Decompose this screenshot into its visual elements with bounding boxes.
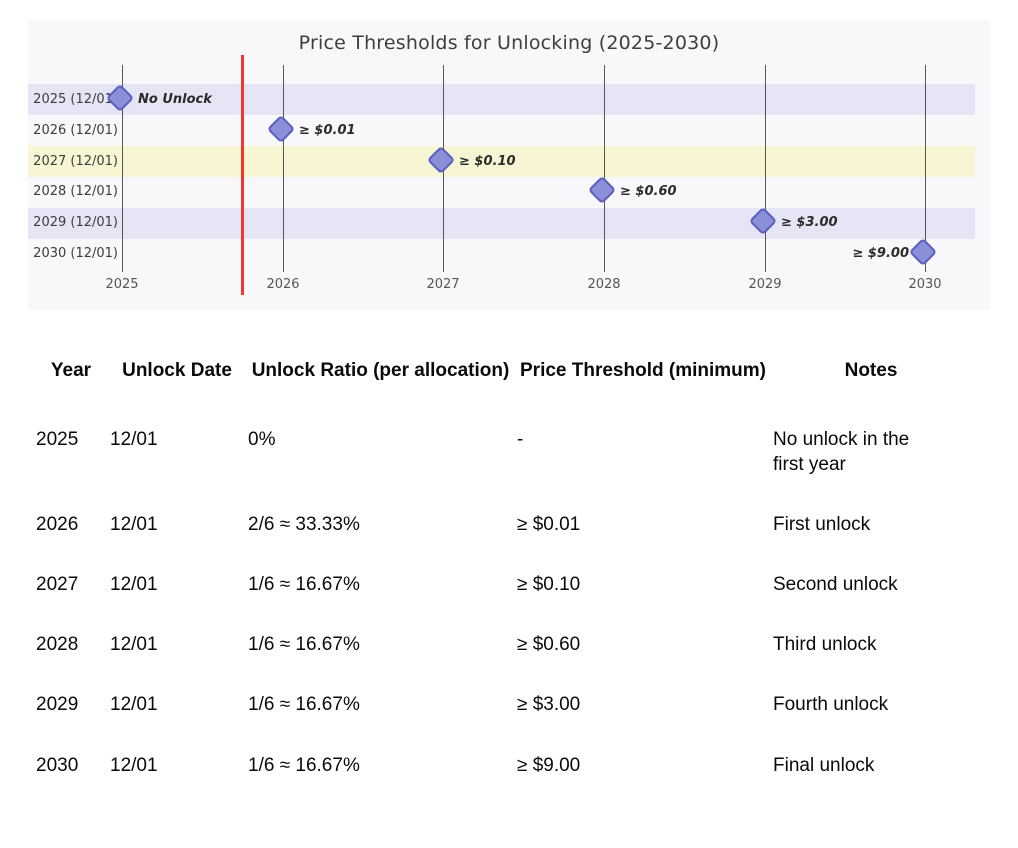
- cell-ratio: 1/6 ≈ 16.67%: [248, 754, 360, 776]
- annotation-2027: ≥ $0.10: [459, 154, 516, 169]
- annotation-2026: ≥ $0.01: [299, 123, 356, 138]
- notes-text: Third unlock: [773, 634, 877, 656]
- header-unlock-ratio: Unlock Ratio (per allocation): [251, 360, 510, 381]
- y-axis-label-2030: 2030 (12/01): [33, 246, 118, 261]
- x-tick-2027: 2027: [426, 277, 460, 292]
- table-header-row: Year Unlock Date Unlock Ratio (per alloc…: [36, 358, 973, 427]
- notes-text: No unlock in the first year: [773, 429, 910, 476]
- cell-threshold: ≥ $0.01: [517, 514, 581, 536]
- cell-year: 2030: [36, 754, 79, 776]
- cell-year: 2025: [36, 429, 79, 451]
- price-threshold-chart: Price Thresholds for Unlocking (2025-203…: [28, 20, 990, 310]
- row-band-2027: [28, 146, 975, 177]
- notes-text: First unlock: [773, 514, 871, 536]
- cell-date: 12/01: [110, 514, 158, 536]
- y-axis-label-2026: 2026 (12/01): [33, 123, 118, 138]
- notes-text: Second unlock: [773, 574, 898, 596]
- cell-date: 12/01: [110, 429, 158, 451]
- table-row: 2030 12/01 1/6 ≈ 16.67% ≥ $9.00 Final un…: [36, 753, 973, 813]
- annotation-2030: ≥ $9.00: [852, 246, 909, 261]
- x-tick-2026: 2026: [266, 277, 300, 292]
- cell-date: 12/01: [110, 754, 158, 776]
- annotation-2029: ≥ $3.00: [781, 215, 838, 230]
- gridline-2028: [604, 65, 605, 272]
- diamond-marker-2030: [908, 237, 938, 267]
- cell-threshold: ≥ $3.00: [517, 694, 581, 716]
- diamond-marker-2026: [266, 114, 296, 144]
- cell-threshold: ≥ $0.10: [517, 574, 581, 596]
- y-axis-label-2025: 2025 (12/01): [33, 92, 118, 107]
- y-axis-label-2029: 2029 (12/01): [33, 215, 118, 230]
- cell-ratio: 0%: [248, 429, 276, 451]
- table-row: 2026 12/01 2/6 ≈ 33.33% ≥ $0.01 First un…: [36, 512, 973, 572]
- annotation-2028: ≥ $0.60: [620, 184, 677, 199]
- cell-date: 12/01: [110, 574, 158, 596]
- header-unlock-date: Unlock Date: [122, 360, 232, 381]
- notes-text: Final unlock: [773, 754, 875, 776]
- x-tick-2028: 2028: [587, 277, 621, 292]
- cell-notes: Third unlock: [773, 632, 973, 692]
- table-row: 2027 12/01 1/6 ≈ 16.67% ≥ $0.10 Second u…: [36, 572, 973, 632]
- row-band-2025: [28, 84, 975, 115]
- x-tick-2030: 2030: [908, 277, 942, 292]
- x-tick-2029: 2029: [748, 277, 782, 292]
- cell-threshold: ≥ $9.00: [517, 754, 581, 776]
- current-date-reference-line: [241, 55, 244, 295]
- cell-year: 2029: [36, 694, 79, 716]
- diamond-marker-2028: [587, 175, 617, 205]
- cell-ratio: 1/6 ≈ 16.67%: [248, 694, 360, 716]
- header-year: Year: [50, 360, 92, 381]
- gridline-2025: [122, 65, 123, 272]
- header-notes: Notes: [844, 360, 898, 381]
- header-price-threshold: Price Threshold (minimum): [520, 360, 766, 381]
- cell-notes: No unlock in the first year: [773, 427, 973, 512]
- cell-notes: Fourth unlock: [773, 692, 973, 752]
- chart-title: Price Thresholds for Unlocking (2025-203…: [298, 32, 720, 54]
- cell-year: 2028: [36, 634, 79, 656]
- gridline-2026: [283, 65, 284, 272]
- gridline-2030: [925, 65, 926, 272]
- table-row: 2025 12/01 0% - No unlock in the first y…: [36, 427, 973, 512]
- cell-threshold: -: [517, 429, 524, 451]
- cell-year: 2026: [36, 514, 79, 536]
- cell-ratio: 1/6 ≈ 16.67%: [248, 574, 360, 596]
- notes-text: Fourth unlock: [773, 694, 889, 716]
- cell-date: 12/01: [110, 634, 158, 656]
- cell-date: 12/01: [110, 694, 158, 716]
- y-axis-label-2028: 2028 (12/01): [33, 184, 118, 199]
- cell-notes: Second unlock: [773, 572, 973, 632]
- row-band-2029: [28, 208, 975, 239]
- cell-ratio: 1/6 ≈ 16.67%: [248, 634, 360, 656]
- cell-year: 2027: [36, 574, 79, 596]
- unlock-schedule-table: Year Unlock Date Unlock Ratio (per alloc…: [36, 358, 973, 813]
- cell-notes: Final unlock: [773, 753, 973, 813]
- cell-ratio: 2/6 ≈ 33.33%: [248, 514, 360, 536]
- table-row: 2029 12/01 1/6 ≈ 16.67% ≥ $3.00 Fourth u…: [36, 692, 973, 752]
- y-axis-label-2027: 2027 (12/01): [33, 154, 118, 169]
- cell-notes: First unlock: [773, 512, 973, 572]
- annotation-2025: No Unlock: [138, 92, 212, 107]
- gridline-2029: [765, 65, 766, 272]
- table-row: 2028 12/01 1/6 ≈ 16.67% ≥ $0.60 Third un…: [36, 632, 973, 692]
- cell-threshold: ≥ $0.60: [517, 634, 581, 656]
- x-tick-2025: 2025: [105, 277, 139, 292]
